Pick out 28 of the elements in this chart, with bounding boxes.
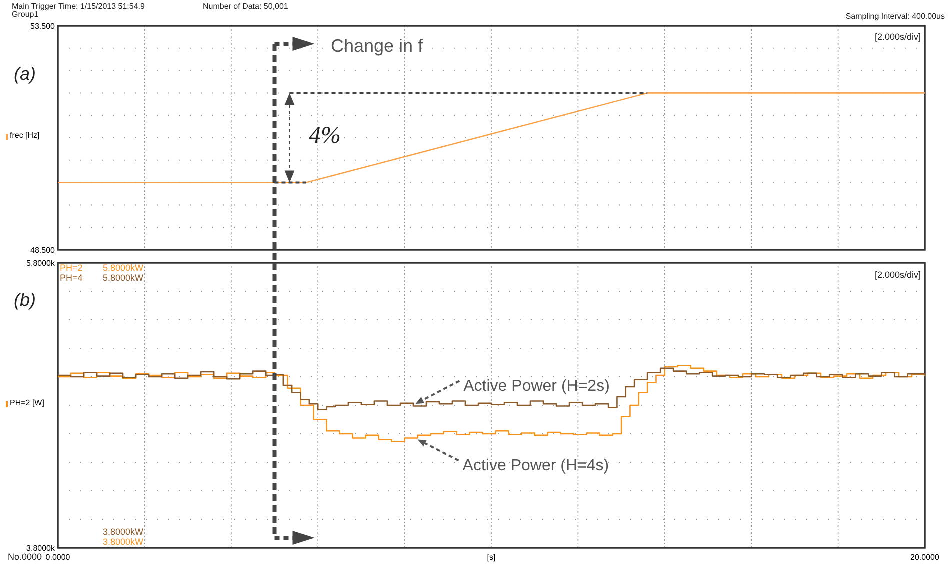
text: Sampling Interval: 400.00us xyxy=(846,12,945,21)
x-tick-label: 0.0000 xyxy=(46,553,71,562)
text: No.0000 xyxy=(8,552,42,562)
y-tick-label: 53.500 xyxy=(30,22,56,31)
annotation: 5.8000kW xyxy=(103,273,144,283)
text: Main Trigger Time: 1/15/2013 51:54.9 xyxy=(12,2,146,11)
annotation: Change in f xyxy=(331,36,424,56)
annotation: 5.8000kW xyxy=(103,263,144,273)
annotation: Active Power (H=2s) xyxy=(464,378,610,396)
y-tick-label: 3.8000k xyxy=(26,544,56,553)
y-tick-label: 5.8000k xyxy=(26,258,56,268)
annotation: 3.8000kW xyxy=(103,527,144,537)
annotation: Active Power (H=4s) xyxy=(462,458,610,475)
annotation: 3.8000kW xyxy=(103,537,144,547)
x-axis-title: [s] xyxy=(487,553,496,562)
y-axis-title: frec [Hz] xyxy=(10,131,40,140)
text: Number of Data: 50,001 xyxy=(203,2,289,11)
y-axis-title: PH=2 [W] xyxy=(10,398,44,408)
text: PH=4 xyxy=(60,273,83,283)
x-tick-label: 20.0000 xyxy=(910,553,940,562)
annotation: [2.000s/div] xyxy=(874,32,921,42)
text: PH=2 xyxy=(60,263,83,273)
text: Group1 xyxy=(12,10,40,19)
annotation: 4% xyxy=(309,123,341,149)
y-tick-label: 48.500 xyxy=(30,246,56,255)
text: (a) xyxy=(14,64,36,84)
annotation: [2.000s/div] xyxy=(874,270,921,280)
text: (b) xyxy=(14,290,36,310)
